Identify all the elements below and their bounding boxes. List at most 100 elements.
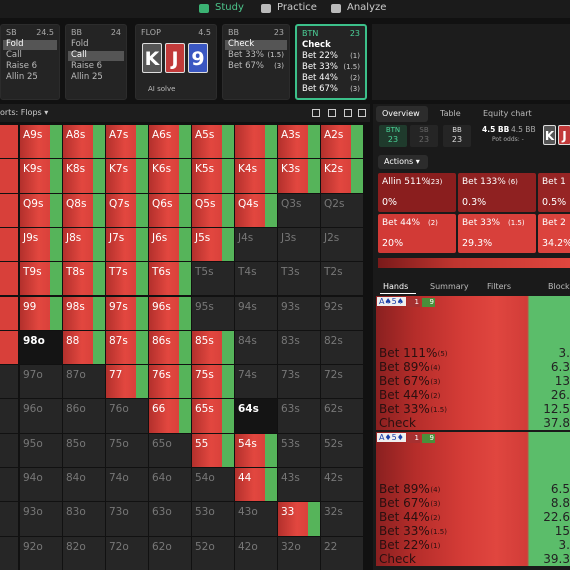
hand-cell[interactable]: 53s xyxy=(278,433,320,467)
spot-action[interactable]: Fold xyxy=(71,39,89,49)
hand-cell[interactable]: T2s xyxy=(321,262,363,296)
hand-cell[interactable]: 92s xyxy=(321,296,363,330)
spot-action[interactable]: Call xyxy=(71,50,87,60)
hand-cell[interactable]: 64o xyxy=(149,468,191,502)
hand-cell[interactable]: 76s xyxy=(149,365,191,399)
spot-action[interactable]: Allin 25 xyxy=(6,72,38,82)
hand-cell[interactable]: 74s xyxy=(235,365,277,399)
hand-cell[interactable]: 87o xyxy=(63,365,105,399)
nav-tab[interactable]: Analyze xyxy=(347,2,387,13)
spot-action[interactable]: Bet 44% xyxy=(302,73,338,83)
action-box[interactable]: Bet 133% (6) 0.3% xyxy=(458,173,536,212)
panel-tab[interactable]: Overview xyxy=(382,109,420,118)
hand-cell[interactable]: K4s xyxy=(235,159,277,193)
hand-cell[interactable]: 64s xyxy=(235,399,277,433)
spot-action[interactable]: Bet 67% xyxy=(302,84,338,94)
hand-cell[interactable]: 87s xyxy=(106,330,148,365)
hand-cell[interactable]: Q7s xyxy=(106,193,148,227)
hand-cell[interactable]: 93o xyxy=(20,502,62,536)
action-box[interactable]: Bet 33% (1.5) 29.3% xyxy=(458,214,536,253)
hand-cell[interactable]: 74o xyxy=(106,468,148,502)
hand-cell[interactable]: 88 xyxy=(63,330,105,365)
hand-cell[interactable]: 72s xyxy=(321,365,363,399)
hand-cell[interactable]: 65s xyxy=(192,399,234,433)
hand-cell[interactable]: 42o xyxy=(235,536,277,570)
hand-cell[interactable]: T9s xyxy=(20,262,62,296)
hand-cell[interactable]: 22 xyxy=(321,536,363,570)
nav-tab[interactable]: Study xyxy=(215,2,244,13)
spot-action[interactable]: Raise 6 xyxy=(6,61,38,71)
hand-cell[interactable]: J4s xyxy=(235,227,277,262)
spot-action[interactable]: Bet 33% xyxy=(228,50,264,60)
spot-action[interactable]: Allin 25 xyxy=(71,72,103,82)
hand-cell[interactable]: Q6s xyxy=(149,193,191,227)
hand-cell[interactable]: 94o xyxy=(20,468,62,502)
hand-cell[interactable]: A8s xyxy=(63,125,105,159)
spot-action[interactable]: Bet 22% xyxy=(302,51,338,61)
hand-cell[interactable]: 84s xyxy=(235,330,277,365)
action-box[interactable]: Bet 2 34.2% xyxy=(538,214,570,253)
spot-card[interactable]: BB 24 Fold Call Raise 6 Allin 25 xyxy=(65,24,127,100)
tool-icon[interactable] xyxy=(312,109,320,117)
hand-cell[interactable]: 97s xyxy=(106,296,148,330)
hand-cell[interactable]: Q8s xyxy=(63,193,105,227)
hand-cell[interactable]: 32s xyxy=(321,502,363,536)
hand-cell[interactable]: T3s xyxy=(278,262,320,296)
hand-cell[interactable]: A9s xyxy=(20,125,62,159)
hand-cell[interactable]: A3s xyxy=(278,125,320,159)
hand-cell[interactable]: 43s xyxy=(278,468,320,502)
hand-cell[interactable]: K7s xyxy=(106,159,148,193)
spot-action[interactable]: Fold xyxy=(6,39,24,49)
hand-cell[interactable]: J9s xyxy=(20,227,62,262)
hand-cell[interactable]: A7s xyxy=(106,125,148,159)
hand-cell[interactable]: 43o xyxy=(235,502,277,536)
hand-cell[interactable]: 54o xyxy=(192,468,234,502)
hand-cell[interactable]: 54s xyxy=(235,433,277,467)
ai-solve[interactable]: AI solve xyxy=(148,85,176,93)
nav-tab[interactable]: Practice xyxy=(277,2,317,13)
hand-cell[interactable]: J5s xyxy=(192,227,234,262)
hand-cell[interactable]: 55 xyxy=(192,433,234,467)
hand-cell[interactable]: 76o xyxy=(106,399,148,433)
hand-cell[interactable]: 86o xyxy=(63,399,105,433)
hand-cell[interactable]: K2s xyxy=(321,159,363,193)
hand-cell[interactable]: Q9s xyxy=(20,193,62,227)
hand-cell[interactable]: 95s xyxy=(192,296,234,330)
hand-cell[interactable]: 84o xyxy=(63,468,105,502)
tool-icon[interactable] xyxy=(344,109,352,117)
hand-cell[interactable] xyxy=(235,125,277,159)
panel-tab[interactable]: Table xyxy=(440,109,461,118)
hand-cell[interactable]: 63s xyxy=(278,399,320,433)
spot-action[interactable]: Bet 67% xyxy=(228,61,264,71)
hand-cell[interactable]: A2s xyxy=(321,125,363,159)
actions-label[interactable]: Actions ▾ xyxy=(384,157,420,166)
hand-cell[interactable]: J8s xyxy=(63,227,105,262)
panel-tab[interactable]: Equity chart xyxy=(483,109,532,118)
spot-action[interactable]: Check xyxy=(228,39,255,49)
hand-cell[interactable]: 62s xyxy=(321,399,363,433)
hand-cell[interactable]: K6s xyxy=(149,159,191,193)
hand-cell[interactable]: 92o xyxy=(20,536,62,570)
hand-cell[interactable]: Q4s xyxy=(235,193,277,227)
spot-action[interactable]: Bet 33% xyxy=(302,62,338,72)
hands-tab[interactable]: Hands xyxy=(383,282,409,291)
hand-cell[interactable]: J6s xyxy=(149,227,191,262)
action-box[interactable]: Bet 1 0.5% xyxy=(538,173,570,212)
hand-cell[interactable]: K9s xyxy=(20,159,62,193)
hand-cell[interactable]: 98s xyxy=(63,296,105,330)
hand-cell[interactable]: 82o xyxy=(63,536,105,570)
hand-cell[interactable]: 53o xyxy=(192,502,234,536)
tool-icon[interactable] xyxy=(328,109,336,117)
hand-cell[interactable]: 85s xyxy=(192,330,234,365)
hand-cell[interactable]: J2s xyxy=(321,227,363,262)
spot-action[interactable]: Raise 6 xyxy=(71,61,103,71)
hand-cell[interactable]: K8s xyxy=(63,159,105,193)
hand-cell[interactable]: Q2s xyxy=(321,193,363,227)
hand-cell[interactable]: Q3s xyxy=(278,193,320,227)
hand-cell[interactable]: 72o xyxy=(106,536,148,570)
spot-card[interactable]: FLOP 4.5 K J 9 AI solve xyxy=(135,24,217,100)
spot-card[interactable]: SB 24.5 Fold Call Raise 6 Allin 25 xyxy=(0,24,60,100)
hand-cell[interactable]: 73s xyxy=(278,365,320,399)
hand-cell[interactable]: T8s xyxy=(63,262,105,296)
hand-cell[interactable]: K3s xyxy=(278,159,320,193)
